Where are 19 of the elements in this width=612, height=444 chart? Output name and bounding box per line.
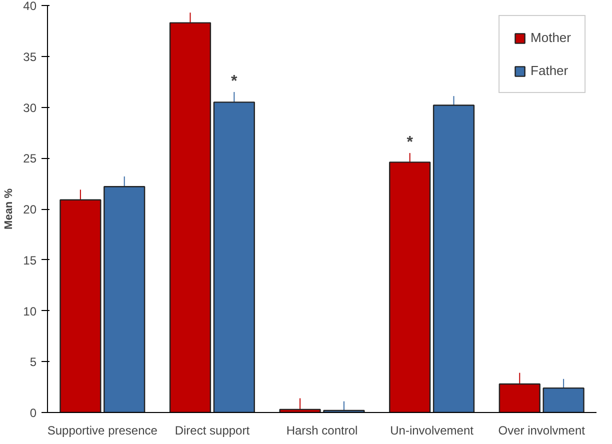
y-tick-label: 20 bbox=[23, 202, 37, 216]
annotation: * bbox=[231, 72, 238, 90]
legend-label: Mother bbox=[530, 30, 571, 45]
legend-label: Father bbox=[530, 63, 568, 78]
y-tick-label: 30 bbox=[23, 100, 37, 115]
x-tick-label: Supportive presence bbox=[47, 424, 158, 438]
x-tick-label: Harsh control bbox=[286, 424, 358, 438]
y-tick-label: 40 bbox=[23, 0, 37, 13]
x-tick-label: Over involvment bbox=[498, 424, 586, 438]
annotation: * bbox=[406, 134, 414, 152]
y-tick-label: 0 bbox=[30, 406, 37, 420]
x-tick-label: Direct support bbox=[174, 424, 250, 438]
y-tick-label: 15 bbox=[23, 253, 37, 268]
y-tick-label: 10 bbox=[23, 304, 37, 318]
y-tick-label: 25 bbox=[23, 152, 37, 166]
y-axis-title: Mean % bbox=[3, 188, 16, 230]
y-tick-label: 35 bbox=[23, 50, 37, 64]
y-tick-label: 5 bbox=[30, 355, 37, 370]
x-tick-label: Un-involvement bbox=[390, 424, 474, 438]
